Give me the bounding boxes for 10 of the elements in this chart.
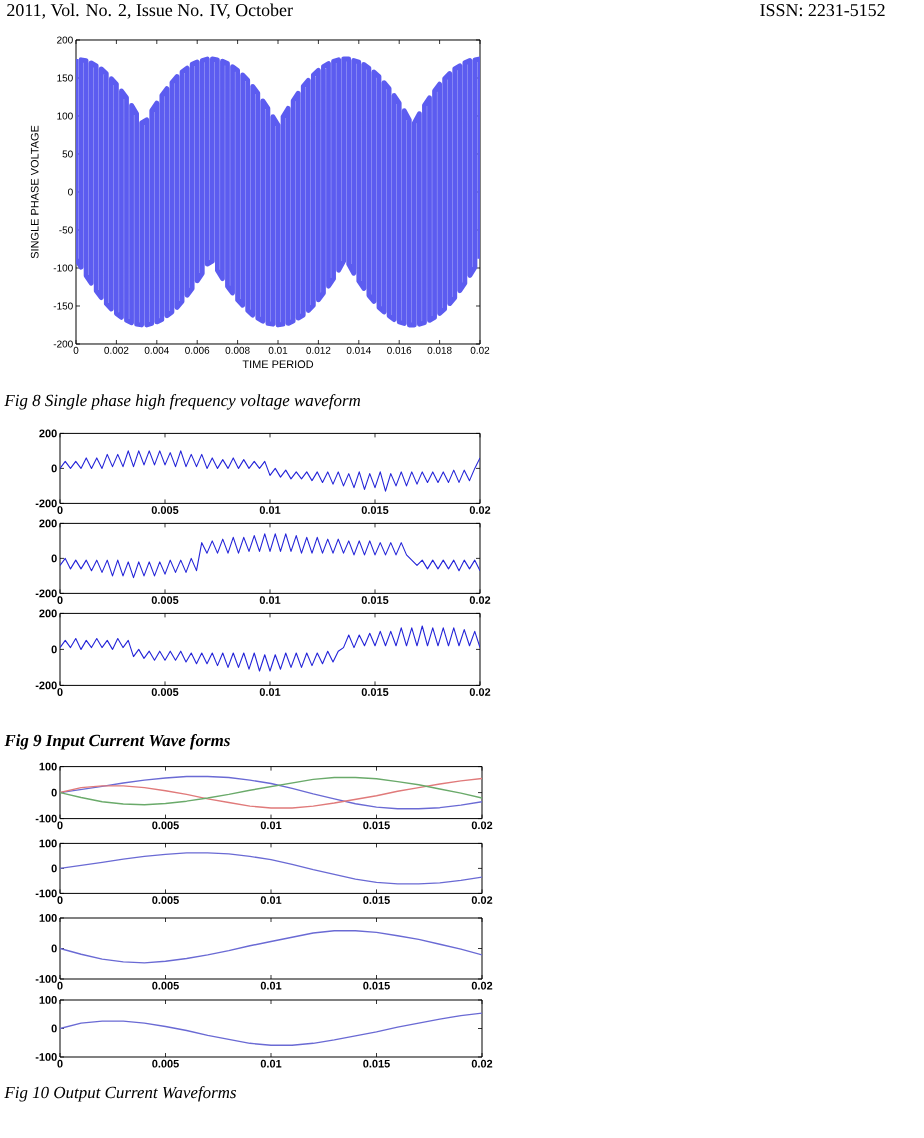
text: 2011, Vol. No. 2, Issue No. IV, October [7,3,293,19]
caption: Fig 10 Output Current Waveforms [4,1086,237,1102]
line-series [60,1012,482,1047]
line-series [76,56,480,328]
caption: Fig 8 Single phase high frequency voltage waveform [4,394,361,410]
line-series [60,930,482,964]
text: ISSN: 2231-5152 [760,4,885,17]
line-series [60,450,480,492]
caption: Fig 9 Input Current Wave forms [4,734,230,750]
line-series [60,625,480,672]
